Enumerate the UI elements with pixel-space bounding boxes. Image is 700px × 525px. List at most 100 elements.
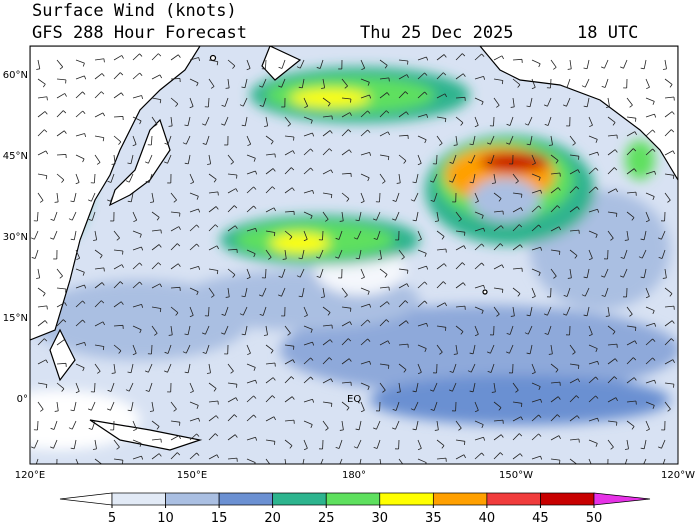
barb <box>626 131 636 137</box>
barb <box>576 395 580 399</box>
barb <box>645 97 655 102</box>
barb <box>583 314 588 317</box>
barb <box>322 357 330 365</box>
barb <box>474 116 479 126</box>
barb <box>426 265 429 270</box>
barb <box>34 439 39 449</box>
barb <box>310 148 314 152</box>
barb <box>185 344 191 354</box>
barb <box>132 420 137 430</box>
barb <box>360 338 368 346</box>
barb <box>493 287 503 290</box>
barb <box>262 306 267 316</box>
barb <box>356 439 362 449</box>
barb <box>664 382 674 385</box>
barb <box>113 458 123 461</box>
barb <box>127 371 132 374</box>
barb <box>301 249 305 259</box>
barb <box>481 262 485 266</box>
barb <box>572 142 576 146</box>
barb <box>558 435 561 439</box>
barb <box>45 175 48 180</box>
barb <box>664 96 674 99</box>
barb <box>284 419 294 422</box>
barb <box>107 199 111 202</box>
barb <box>509 116 514 126</box>
barb <box>215 224 219 228</box>
barb <box>360 59 366 69</box>
barb <box>645 287 650 297</box>
barb <box>661 230 666 240</box>
barb <box>120 281 124 285</box>
barb <box>652 196 655 201</box>
barb <box>168 334 173 336</box>
barb <box>550 205 558 213</box>
barb <box>474 420 484 425</box>
barb <box>493 264 503 270</box>
barb <box>659 466 662 467</box>
barb <box>184 333 189 336</box>
barb <box>289 445 293 449</box>
barb <box>415 173 419 183</box>
barb <box>667 408 671 412</box>
barb <box>246 227 256 232</box>
barb <box>56 154 67 156</box>
title: Surface Wind (knots) <box>32 1 237 21</box>
barb <box>569 59 572 69</box>
barb <box>227 414 235 422</box>
barb <box>56 319 64 327</box>
barb <box>34 230 39 240</box>
barb <box>284 167 292 175</box>
barb <box>151 244 160 251</box>
barb <box>493 306 500 315</box>
colorbar-label: 10 <box>157 511 174 525</box>
barb <box>566 78 571 88</box>
barb <box>547 325 552 335</box>
barb <box>262 287 267 297</box>
barb <box>639 466 642 467</box>
barb <box>588 376 596 384</box>
barb <box>589 467 592 468</box>
barb <box>189 315 194 318</box>
barb <box>443 263 447 267</box>
barb <box>150 201 154 203</box>
barb <box>597 417 600 422</box>
barb <box>322 78 326 88</box>
barb <box>116 237 120 241</box>
barb <box>170 54 179 61</box>
barb <box>481 243 485 247</box>
barb <box>120 92 124 96</box>
barb <box>369 361 372 365</box>
barb <box>75 154 85 160</box>
barb <box>341 78 348 87</box>
barb <box>376 230 381 240</box>
barb <box>595 234 598 239</box>
barb <box>234 205 238 209</box>
barb <box>382 181 386 184</box>
barb <box>417 458 427 463</box>
barb <box>322 230 324 241</box>
barb <box>433 173 438 183</box>
barb <box>631 426 635 430</box>
barb <box>436 344 443 353</box>
barb <box>433 401 438 411</box>
barb <box>398 173 401 183</box>
barb <box>472 173 476 183</box>
colorbar-label: 25 <box>318 511 335 525</box>
barb <box>588 257 593 261</box>
barb <box>94 300 102 308</box>
barb <box>246 414 254 422</box>
barb <box>330 403 333 407</box>
barb <box>303 447 308 451</box>
barb <box>189 106 194 109</box>
barb <box>586 268 590 278</box>
barb <box>626 340 636 346</box>
barb <box>189 306 194 316</box>
barb <box>547 97 552 107</box>
barb <box>97 371 101 374</box>
barb <box>341 172 352 175</box>
barb <box>56 59 64 68</box>
barb <box>493 97 500 106</box>
barb <box>227 287 230 297</box>
barb <box>322 115 332 118</box>
